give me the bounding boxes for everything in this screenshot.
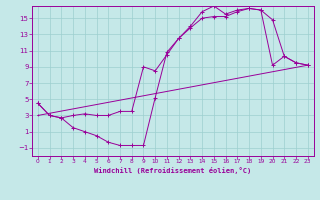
X-axis label: Windchill (Refroidissement éolien,°C): Windchill (Refroidissement éolien,°C) [94, 167, 252, 174]
